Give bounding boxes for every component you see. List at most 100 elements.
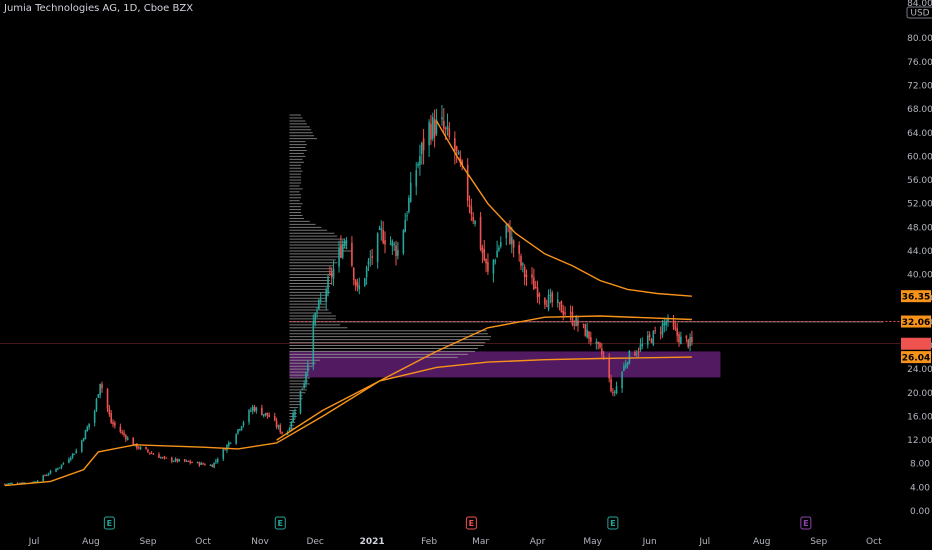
candle-body [367, 261, 370, 265]
candle-body [187, 460, 190, 462]
y-tick-label: 48.00 [907, 223, 932, 233]
candle-body [571, 311, 574, 325]
candle-body [522, 263, 524, 266]
candle-body [468, 204, 471, 208]
candle-body [354, 279, 357, 286]
candle-body [588, 331, 590, 339]
candle-body [216, 459, 219, 462]
earnings-marker-label: E [803, 519, 808, 528]
candle-body [171, 457, 173, 462]
candle-body [121, 432, 124, 434]
candle-body [114, 422, 116, 426]
x-tick-label: Mar [472, 537, 489, 547]
x-tick-label: Oct [866, 537, 882, 547]
candle-body [419, 156, 421, 165]
x-tick-label: Jul [698, 537, 710, 547]
candle-body [163, 456, 166, 458]
y-tick-label: 40.00 [907, 271, 932, 281]
candle-body [558, 302, 561, 304]
candle-body [494, 260, 497, 262]
candle-body [49, 471, 52, 474]
candle-body [499, 241, 502, 247]
candle-body [5, 483, 8, 485]
candle-body [404, 219, 407, 233]
candle-body [95, 399, 98, 411]
candle-body [646, 335, 649, 345]
chart-title: Jumia Technologies AG, 1D, Cboe BZX [4, 3, 194, 14]
candle-body [211, 464, 214, 468]
candle-body [613, 391, 616, 393]
candle-body [261, 407, 263, 416]
candle-body [24, 482, 26, 484]
candle-body [665, 322, 667, 326]
earnings-marker-label: E [610, 519, 615, 528]
candle-body [534, 286, 537, 289]
candle-body [470, 206, 473, 215]
candle-body [428, 122, 430, 146]
candle-body [430, 123, 432, 140]
candle-body [352, 267, 355, 280]
candle-body [101, 384, 103, 389]
candle-body [393, 243, 395, 245]
candle-body [678, 334, 680, 343]
candle-body [36, 480, 39, 482]
candle-body [343, 241, 346, 247]
candle-body [330, 272, 333, 278]
candle-body [340, 245, 342, 258]
candle-body [86, 426, 89, 432]
candle-body [301, 388, 304, 390]
candle-body [332, 268, 335, 279]
candle-body [185, 460, 188, 462]
candle-body [621, 371, 623, 389]
candle-body [595, 341, 598, 344]
earnings-marker [465, 516, 477, 530]
currency-label: USD [910, 9, 929, 19]
candle-body [356, 282, 359, 288]
candle-body [590, 337, 592, 342]
candle-body [235, 434, 237, 444]
candle-body [200, 462, 203, 465]
candle-body [667, 317, 669, 322]
candle-body [689, 337, 691, 347]
candle-body [391, 240, 394, 247]
x-tick-label: Apr [530, 537, 546, 547]
earnings-marker [274, 516, 286, 530]
candle-body [84, 430, 87, 440]
candle-body [518, 245, 520, 254]
candle-body [262, 414, 265, 416]
candle-body [202, 463, 204, 465]
candle-body [402, 230, 405, 254]
candle-body [106, 388, 109, 409]
candle-body [575, 317, 577, 326]
candle-body [198, 462, 201, 466]
candle-body [351, 243, 353, 266]
candle-body [22, 482, 24, 484]
candle-body [97, 394, 100, 398]
earnings-marker [800, 516, 812, 530]
candle-body [60, 464, 63, 468]
candle-body [68, 459, 70, 463]
candle-body [378, 228, 381, 230]
candle-body [395, 245, 397, 256]
candle-body [672, 320, 675, 328]
candle-body [174, 458, 177, 461]
candle-body [62, 463, 65, 465]
candle-body [492, 260, 495, 274]
candle-body [253, 406, 256, 412]
y-tick-label: 20.00 [907, 389, 932, 399]
candle-body [556, 299, 559, 303]
candle-body [294, 411, 296, 416]
candle-body [560, 301, 563, 313]
moving-average-line [276, 356, 692, 441]
candle-body [299, 390, 302, 414]
candle-body [569, 312, 572, 314]
moving-average-line [435, 120, 692, 297]
y-top-label: 84.00 [907, 0, 932, 9]
candle-body [461, 160, 463, 166]
candle-body [292, 413, 294, 423]
earnings-marker [103, 516, 115, 530]
candle-body [160, 457, 162, 459]
candle-body [406, 215, 408, 217]
candle-body [483, 249, 486, 261]
